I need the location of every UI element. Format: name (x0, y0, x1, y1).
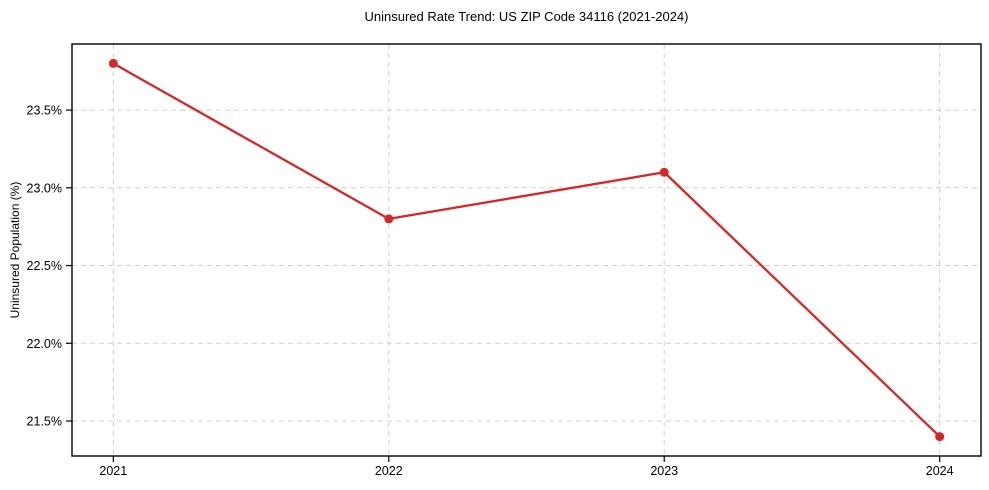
x-tick-label: 2024 (926, 464, 954, 478)
y-tick-label: 22.5% (27, 259, 62, 273)
x-tick-label: 2021 (99, 464, 127, 478)
y-tick-label: 21.5% (27, 415, 62, 429)
x-tick-label: 2023 (650, 464, 678, 478)
data-point-marker (384, 214, 394, 224)
y-tick-label: 23.5% (27, 104, 62, 118)
data-point-marker (935, 432, 945, 442)
chart-title: Uninsured Rate Trend: US ZIP Code 34116 … (364, 9, 689, 24)
x-tick-label: 2022 (375, 464, 403, 478)
trend-line (112, 62, 941, 438)
y-tick-label: 23.0% (27, 181, 62, 195)
plot-border (71, 43, 982, 457)
data-point-marker (108, 58, 118, 68)
y-tick-label: 22.0% (27, 337, 62, 351)
data-point-marker (659, 167, 669, 177)
